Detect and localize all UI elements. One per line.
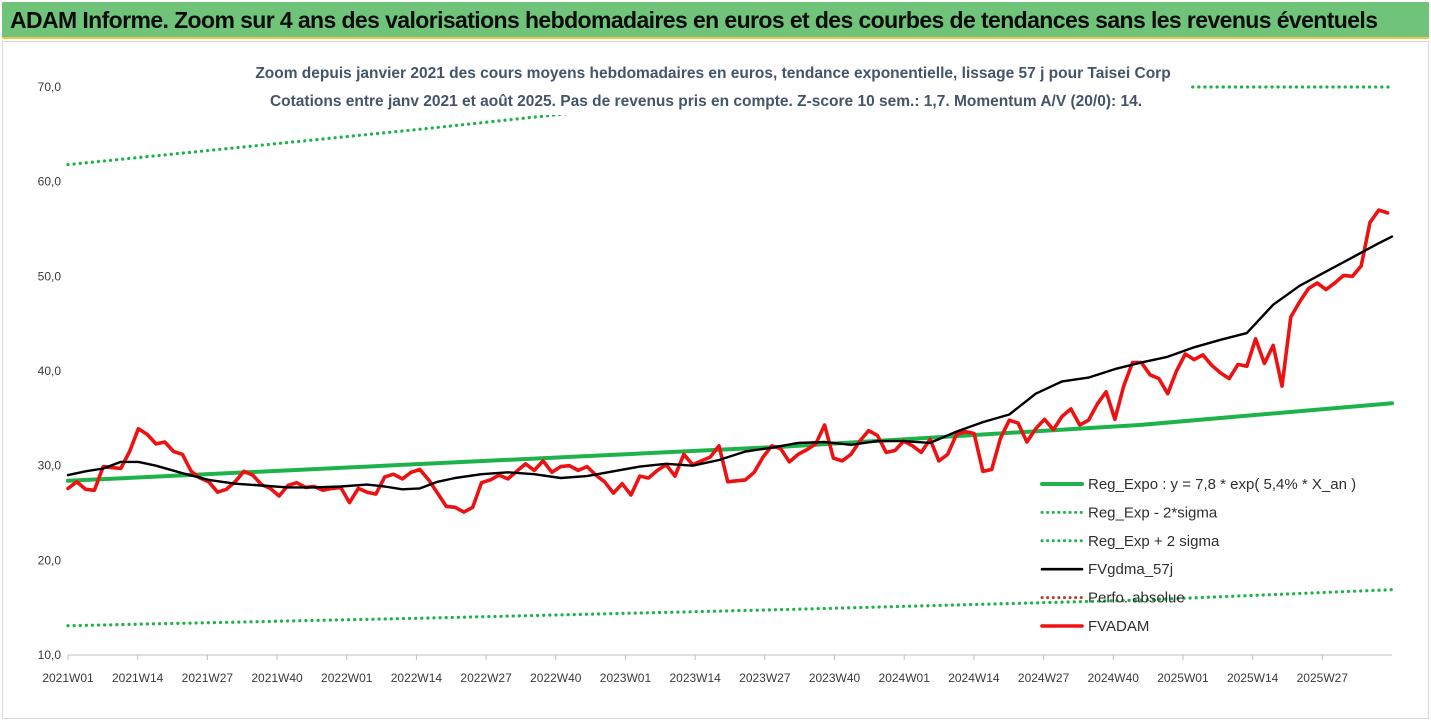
x-tick-label: 2021W27 <box>182 671 234 685</box>
x-tick-label: 2022W01 <box>321 671 373 685</box>
chart-subtitle-line2: Cotations entre janv 2021 et août 2025. … <box>270 93 1142 110</box>
axes: 10,0 20,0 30,0 40,0 50,0 60,0 70,0 2021W01 2021W… <box>38 80 1392 685</box>
series-line-2 <box>66 85 1394 167</box>
series-line-0 <box>66 401 1394 483</box>
legend-label: Reg_Exp - 2*sigma <box>1088 504 1218 521</box>
x-tick-label: 2023W27 <box>739 671 791 685</box>
x-tick-label: 2025W27 <box>1297 671 1349 685</box>
y-tick-label: 40,0 <box>38 364 62 378</box>
x-tick-label: 2021W01 <box>42 671 94 685</box>
series-layer <box>66 85 1394 628</box>
subtitle-backdrop <box>505 58 1190 115</box>
x-tick-label: 2022W27 <box>460 671 512 685</box>
x-tick-label: 2021W14 <box>112 671 164 685</box>
x-tick-label: 2023W01 <box>600 671 652 685</box>
y-tick-label: 10,0 <box>38 648 62 662</box>
report-banner: ADAM Informe. Zoom sur 4 ans des valoris… <box>2 2 1429 39</box>
x-tick-label: 2024W01 <box>879 671 931 685</box>
series-line-5 <box>66 208 1390 514</box>
series-line-3 <box>66 235 1394 491</box>
chart-subtitle-line1: Zoom depuis janvier 2021 des cours moyen… <box>255 65 1170 82</box>
series-line-1 <box>66 588 1394 628</box>
y-tick-label: 70,0 <box>38 80 62 94</box>
x-tick-label: 2025W14 <box>1227 671 1279 685</box>
y-tick-label: 50,0 <box>38 269 62 283</box>
legend-label: Reg_Expo : y = 7,8 * exp( 5,4% * X_an ) <box>1088 476 1356 493</box>
x-tick-label: 2025W01 <box>1157 671 1209 685</box>
y-tick-label: 60,0 <box>38 175 62 189</box>
legend-label: FVgdma_57j <box>1088 561 1173 578</box>
y-tick-label: 20,0 <box>38 553 62 567</box>
x-tick-label: 2021W40 <box>251 671 303 685</box>
legend: Reg_Expo : y = 7,8 * exp( 5,4% * X_an ) R… <box>1040 476 1356 635</box>
x-tick-label: 2024W14 <box>948 671 1000 685</box>
banner-title: ADAM Informe. Zoom sur 4 ans des valoris… <box>10 7 1378 33</box>
x-tick-label: 2023W40 <box>809 671 861 685</box>
legend-label: FVADAM <box>1088 618 1149 635</box>
x-tick-label: 2022W40 <box>530 671 582 685</box>
y-tick-label: 30,0 <box>38 459 62 473</box>
legend-label: Perfo. absolue <box>1088 590 1185 607</box>
x-tick-label: 2024W40 <box>1088 671 1140 685</box>
x-tick-label: 2024W27 <box>1018 671 1070 685</box>
x-tick-label: 2022W14 <box>391 671 443 685</box>
legend-label: Reg_Exp + 2 sigma <box>1088 533 1220 550</box>
x-tick-label: 2023W14 <box>669 671 721 685</box>
chart-frame <box>2 41 1429 719</box>
